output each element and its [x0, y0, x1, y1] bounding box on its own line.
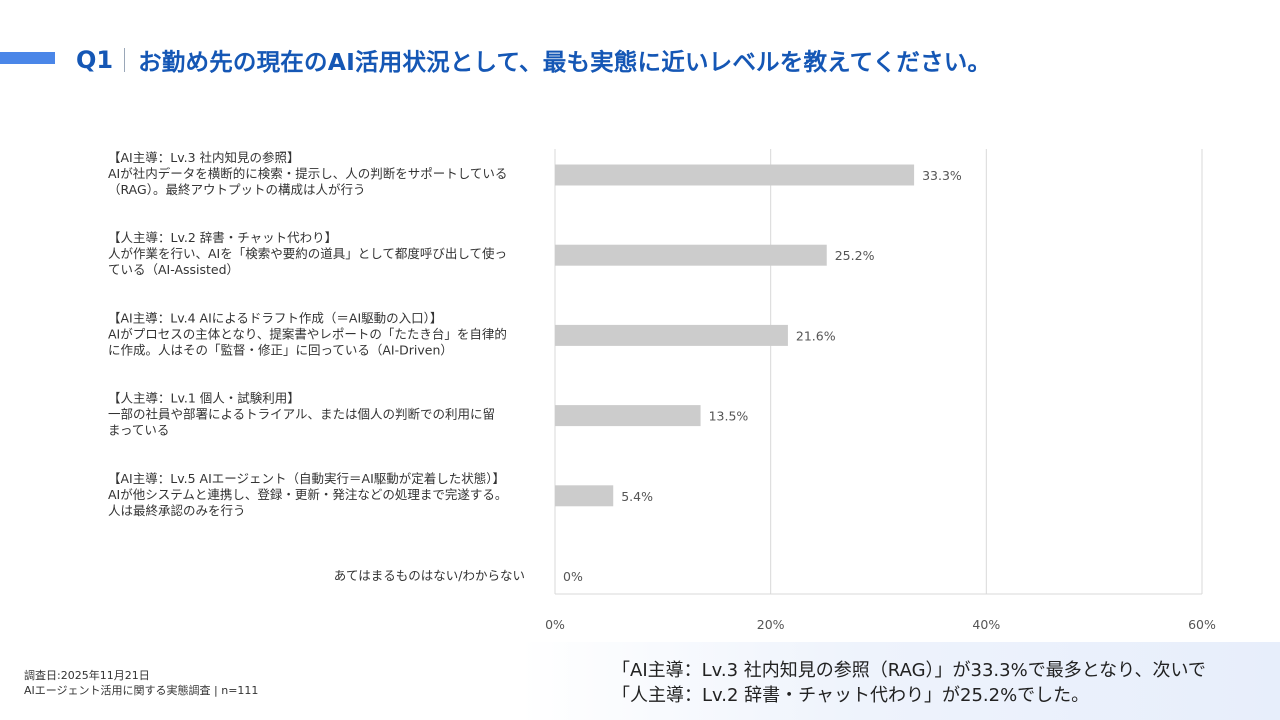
- survey-name: AIエージェント活用に関する実態調査 | n=111: [24, 684, 259, 697]
- title-divider: [124, 48, 126, 72]
- title-accent-bar: [0, 52, 55, 64]
- summary-text: 「AI主導：Lv.3 社内知見の参照（RAG）」が33.3%で最多となり、次いで…: [612, 658, 1206, 708]
- category-label-4-line-2: 人は最終承認のみを行う: [108, 503, 246, 518]
- x-tick-label-2: 40%: [972, 617, 1000, 632]
- summary-line-1: 「AI主導：Lv.3 社内知見の参照（RAG）」が33.3%で最多となり、次いで: [612, 660, 1206, 681]
- category-label-4-line-1: AIが他システムと連携し、登録・更新・発注などの処理まで完遂する。: [108, 487, 507, 502]
- summary-line-2: 「人主導：Lv.2 辞書・チャット代わり」が25.2%でした。: [612, 685, 1090, 706]
- category-label-1-line-0: 【人主導：Lv.2 辞書・チャット代わり】: [108, 230, 337, 245]
- category-label-1-line-2: ている（AI-Assisted）: [108, 262, 239, 277]
- survey-meta: 調査日:2025年11月21日 AIエージェント活用に関する実態調査 | n=1…: [24, 668, 258, 698]
- x-tick-label-0: 0%: [545, 617, 565, 632]
- category-label-0-line-1: AIが社内データを横断的に検索・提示し、人の判断をサポートしている: [108, 166, 507, 181]
- x-tick-label-3: 60%: [1188, 617, 1216, 632]
- category-label-2: 【AI主導：Lv.4 AIによるドラフト作成（＝AI駆動の入口）】 AIがプロセス…: [108, 310, 507, 357]
- category-label-3-line-0: 【人主導：Lv.1 個人・試験利用】: [108, 391, 300, 406]
- data-label-4: 5.4%: [621, 489, 653, 504]
- bar-4: [555, 485, 614, 507]
- category-label-5: あてはまるものはない/わからない: [334, 568, 525, 583]
- survey-date: 調査日:2025年11月21日: [24, 669, 150, 682]
- question-number: Q1: [76, 46, 114, 74]
- bar-0: [555, 164, 915, 186]
- category-label-3-line-1: 一部の社員や部署によるトライアル、または個人の判断での利用に留: [108, 407, 495, 422]
- category-label-1: 【人主導：Lv.2 辞書・チャット代わり】人が作業を行い、AIを「検索や要約の道…: [108, 230, 507, 277]
- data-label-2: 21.6%: [796, 328, 836, 343]
- category-label-0-line-0: 【AI主導：Lv.3 社内知見の参照】: [108, 150, 300, 165]
- question-title: お勤め先の現在のAI活用状況として、最も実態に近いレベルを教えてください。: [138, 48, 992, 76]
- category-label-4-line-0: 【AI主導：Lv.5 AIエージェント（自動実行＝AI駆動が定着した状態）】: [108, 471, 505, 486]
- category-label-3-line-2: まっている: [108, 423, 169, 438]
- category-label-2-line-0: 【AI主導：Lv.4 AIによるドラフト作成（＝AI駆動の入口）】: [108, 310, 442, 325]
- category-label-2-line-2: に作成。人はその「監督・修正」に回っている（AI-Driven）: [108, 342, 453, 357]
- category-label-2-line-1: AIがプロセスの主体となり、提案書やレポートの「たたき台」を自律的: [108, 326, 507, 341]
- page-title: Q1 お勤め先の現在のAI活用状況として、最も実態に近いレベルを教えてください。: [76, 40, 991, 80]
- data-label-5: 0%: [563, 569, 583, 584]
- category-label-0: 【AI主導：Lv.3 社内知見の参照】 AIが社内データを横断的に検索・提示し、人…: [108, 150, 507, 197]
- category-label-3: 【人主導：Lv.1 個人・試験利用】一部の社員や部署によるトライアル、または個人…: [108, 391, 495, 438]
- bar-1: [555, 244, 827, 266]
- x-tick-label-1: 20%: [757, 617, 785, 632]
- bar-3: [555, 405, 701, 427]
- data-label-0: 33.3%: [922, 168, 962, 183]
- category-label-1-line-1: 人が作業を行い、AIを「検索や要約の道具」として都度呼び出して使っ: [108, 246, 507, 261]
- category-label-0-line-2: （RAG）。最終アウトプットの構成は人が行う: [108, 182, 365, 197]
- category-label-4: 【AI主導：Lv.5 AIエージェント（自動実行＝AI駆動が定着した状態）】 AI…: [108, 471, 507, 518]
- bar-2: [555, 324, 788, 346]
- data-label-1: 25.2%: [835, 248, 875, 263]
- data-label-3: 13.5%: [709, 409, 749, 424]
- summary-band: [520, 642, 1280, 720]
